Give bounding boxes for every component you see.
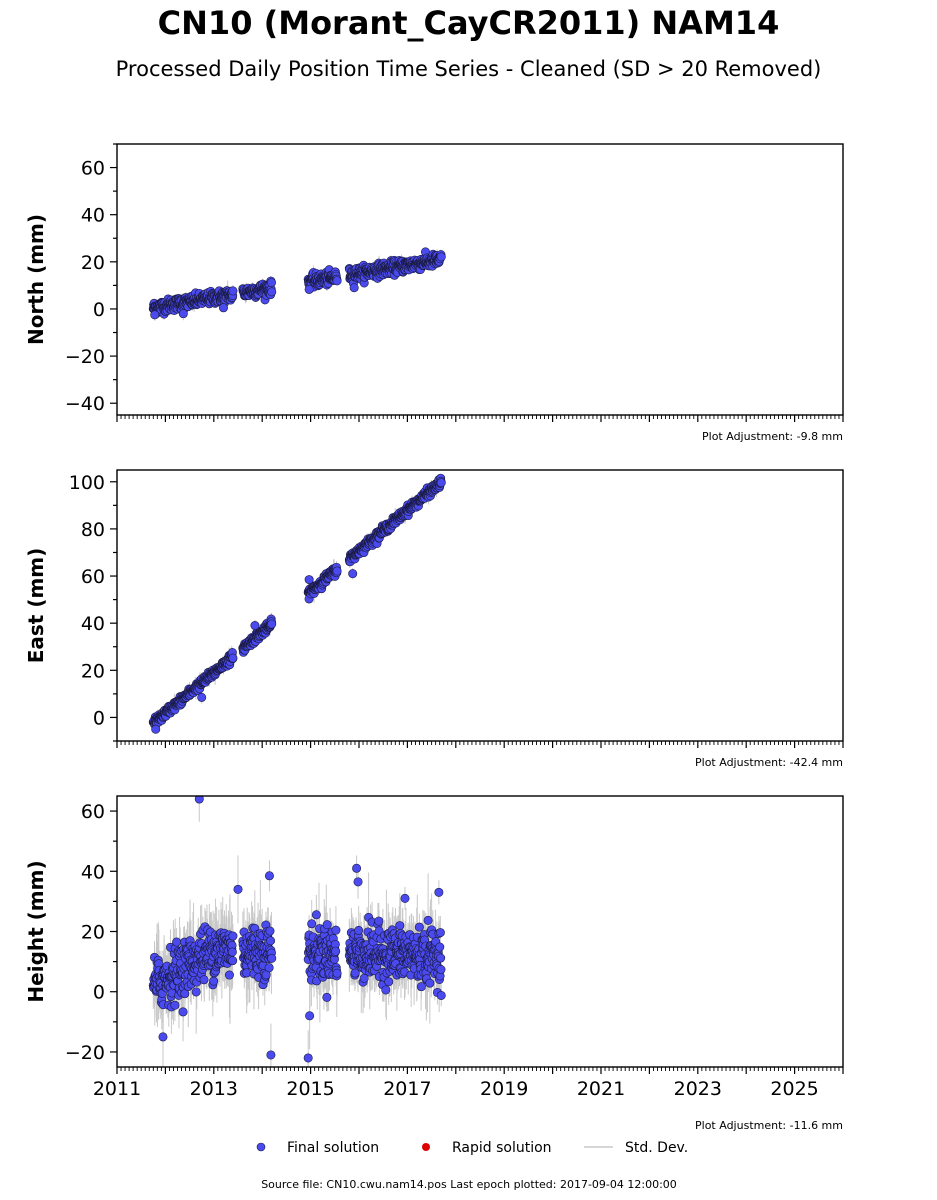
data-point [224, 970, 234, 980]
data-point [228, 956, 238, 966]
data-point [322, 920, 332, 930]
data-point [218, 303, 228, 313]
y-tick-label: 20 [81, 660, 105, 682]
data-points-east [148, 473, 446, 734]
data-point [331, 946, 341, 956]
data-point [332, 968, 342, 978]
y-tick-label: 40 [81, 205, 105, 227]
data-point [311, 910, 321, 920]
data-point [266, 278, 276, 288]
y-tick-label: 20 [81, 252, 105, 274]
data-point [350, 968, 360, 978]
data-point [180, 989, 190, 999]
panel-north: −40 −20 0 20 40 60 North (mm) Plot Adjustment: … [24, 143, 844, 443]
data-point [307, 919, 317, 929]
plot-frame-north [116, 143, 844, 416]
data-point [332, 276, 342, 286]
data-point [322, 992, 332, 1002]
y-tick-label: 40 [81, 613, 105, 635]
y-axis-label-north: North (mm) [24, 214, 48, 345]
y-tick-label: 0 [93, 707, 105, 729]
panel-east: 0 20 40 60 80 100 East (mm) Plot Adjustment: -4… [24, 469, 844, 769]
plot-adjustment-north: Plot Adjustment: -9.8 mm [702, 430, 843, 443]
data-point [250, 621, 260, 631]
data-point [267, 287, 277, 297]
y-tick-label: 60 [81, 158, 105, 180]
data-point [150, 310, 160, 320]
plot-area-east [148, 473, 446, 734]
data-point [191, 987, 201, 997]
data-point [170, 1000, 180, 1010]
data-point [436, 252, 446, 262]
data-point [349, 283, 359, 293]
data-point [172, 937, 182, 947]
data-point [265, 926, 275, 936]
y-tick-label: 60 [81, 566, 105, 588]
chart-title: CN10 (Morant_CayCR2011) NAM14 [157, 4, 780, 42]
data-point [267, 953, 277, 963]
data-point [228, 931, 238, 941]
y-tick-label: 0 [93, 299, 105, 321]
chart-subtitle: Processed Daily Position Time Series - C… [115, 57, 822, 81]
plot-adjustment-east: Plot Adjustment: -42.4 mm [695, 756, 843, 769]
data-point [209, 976, 219, 986]
data-point [304, 575, 314, 585]
data-points-north [148, 247, 446, 320]
data-point [331, 925, 341, 935]
data-point [374, 916, 384, 926]
data-points-height [148, 796, 446, 1063]
data-point [228, 286, 238, 296]
data-point [151, 724, 161, 734]
y-axis-label-east: East (mm) [24, 548, 48, 664]
plot-frame-east [116, 469, 844, 742]
data-point [266, 936, 276, 946]
y-tick-label: −20 [65, 346, 105, 368]
data-point [178, 1007, 188, 1017]
data-point [178, 309, 188, 319]
data-point [332, 566, 342, 576]
data-point [304, 284, 314, 294]
plot-area-height [148, 796, 446, 1067]
data-point [436, 478, 446, 488]
y-tick-label: 80 [81, 519, 105, 541]
y-tick-label: −40 [65, 393, 105, 415]
data-point [264, 963, 274, 973]
data-point [354, 925, 364, 935]
data-point [348, 569, 358, 579]
data-point [197, 692, 207, 702]
plot-area-north [148, 247, 446, 321]
data-point [199, 975, 209, 985]
data-point [267, 619, 277, 629]
y-tick-label: 100 [69, 472, 105, 494]
data-point [228, 653, 238, 663]
data-point [227, 947, 237, 957]
